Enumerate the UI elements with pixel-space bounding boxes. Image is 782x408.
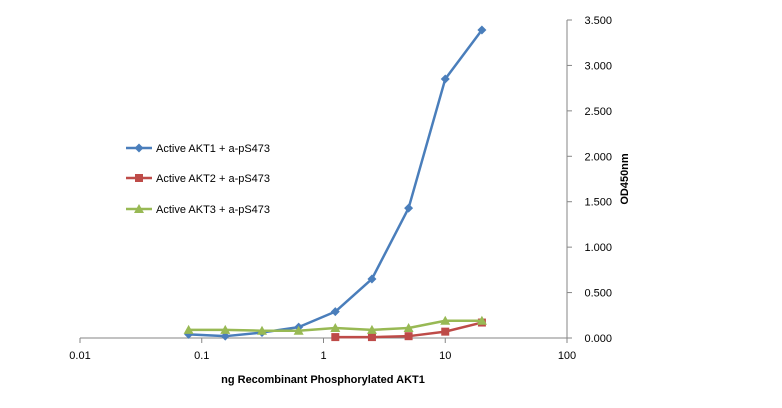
data-point-square [331, 333, 340, 342]
data-point-triangle [220, 324, 231, 334]
data-point-triangle [440, 315, 451, 325]
data-point-triangle [476, 315, 487, 325]
y-tick-label: 3.000 [584, 60, 612, 72]
x-tick-label: 0.1 [194, 350, 209, 362]
x-tick-label: 10 [439, 350, 451, 362]
data-point-diamond [134, 143, 144, 153]
y-tick-label: 1.000 [584, 242, 612, 254]
data-point-diamond [404, 203, 414, 213]
data-point-triangle [330, 323, 341, 333]
legend-label: Active AKT1 + a-pS473 [156, 143, 270, 155]
y-tick-label: 1.500 [584, 197, 612, 209]
legend-entry: Active AKT3 + a-pS473 [126, 204, 270, 216]
y-axis-title: OD450nm [619, 153, 631, 205]
data-point-diamond [330, 307, 340, 317]
y-tick-label: 0.000 [584, 333, 612, 345]
data-point-triangle [293, 325, 304, 335]
series-3 [183, 315, 487, 335]
y-tick-label: 2.500 [584, 106, 612, 118]
series-1 [184, 25, 487, 341]
data-point-triangle [403, 323, 414, 333]
data-point-triangle [256, 325, 267, 335]
series-layer [183, 25, 487, 342]
y-tick-label: 0.500 [584, 288, 612, 300]
legend-entry: Active AKT2 + a-pS473 [126, 173, 270, 185]
data-point-diamond [440, 74, 450, 84]
legend-label: Active AKT2 + a-pS473 [156, 173, 270, 185]
data-point-diamond [220, 331, 230, 341]
x-axis-title: ng Recombinant Phosphorylated AKT1 [221, 374, 425, 386]
y-tick-label: 2.000 [584, 151, 612, 163]
data-point-diamond [367, 274, 377, 284]
legend: Active AKT1 + a-pS473 Active AKT2 + a-pS4… [126, 143, 270, 216]
x-tick-label: 0.01 [69, 350, 90, 362]
data-point-square [404, 332, 413, 341]
data-point-triangle [134, 204, 144, 213]
legend-entry: Active AKT1 + a-pS473 [126, 143, 270, 155]
y-tick-label: 3.500 [584, 15, 612, 27]
legend-label: Active AKT3 + a-pS473 [156, 204, 270, 216]
axes: 0.01 0.1 1 10 100 0.000 0.500 1.000 1.500 2.000 2.… [69, 15, 612, 362]
data-point-square [135, 174, 143, 182]
data-point-diamond [477, 25, 487, 35]
x-tick-label: 100 [558, 350, 576, 362]
data-point-square [367, 333, 376, 342]
data-point-square [441, 327, 450, 336]
data-point-triangle [366, 324, 377, 334]
data-point-triangle [183, 324, 194, 334]
x-tick-label: 1 [320, 350, 326, 362]
